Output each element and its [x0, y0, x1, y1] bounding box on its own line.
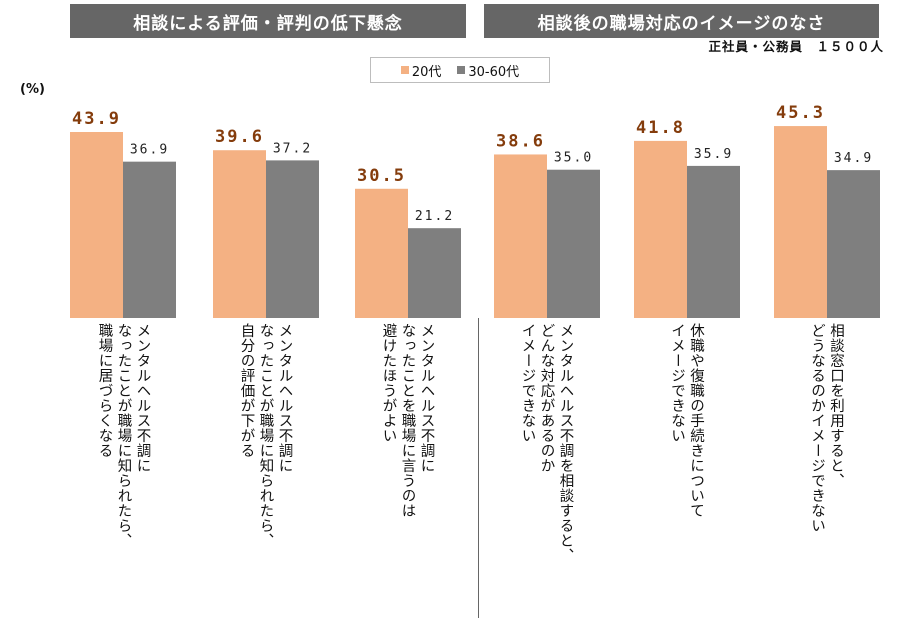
value-label-20s-2: 39.6 — [215, 127, 264, 147]
bar-30-60s-2 — [266, 160, 319, 318]
category-text-3: メンタルヘルス不調に なったことを職場に言うのは 避けたほうがよい — [380, 323, 435, 518]
bar-20s-1 — [70, 132, 123, 318]
value-label-20s-1: 43.9 — [72, 109, 121, 129]
value-label-30-60s-6: 34.9 — [834, 151, 873, 166]
y-unit-label: (%) — [20, 82, 45, 97]
category-label-4: メンタルヘルス不調を相談すると、 どんな対応があるのか イメージできない — [501, 323, 591, 619]
value-label-20s-3: 30.5 — [357, 166, 406, 186]
value-label-30-60s-2: 37.2 — [273, 141, 312, 156]
category-text-6: 相談窓口を利用すると、 どうなるのかイメージできない — [809, 323, 844, 533]
bar-30-60s-6 — [827, 170, 880, 318]
group-divider — [478, 318, 479, 618]
legend: 20代 30-60代 — [370, 57, 550, 83]
bar-30-60s-1 — [123, 161, 176, 318]
bar-30-60s-3 — [408, 228, 461, 318]
legend-swatch-20s — [400, 66, 409, 74]
category-text-1: メンタルヘルス不調に なったことが職場に知られたら、 職場に居づらくなる — [96, 323, 151, 548]
legend-label-20s: 20代 — [411, 64, 442, 80]
category-label-3: メンタルヘルス不調に なったことを職場に言うのは 避けたほうがよい — [362, 323, 452, 619]
bar-30-60s-5 — [687, 165, 740, 318]
bar-20s-2 — [213, 150, 266, 318]
value-label-30-60s-4: 35.0 — [554, 151, 593, 166]
right-group-title: 相談後の職場対応のイメージのなさ — [484, 4, 879, 38]
bar-20s-5 — [634, 140, 687, 318]
legend-item-30-60s: 30-60代 — [457, 61, 519, 80]
category-label-5: 休職や復職の手続きについて イメージできない — [641, 323, 731, 619]
value-label-30-60s-3: 21.2 — [415, 209, 454, 224]
category-label-6: 相談窓口を利用すると、 どうなるのかイメージできない — [781, 323, 871, 619]
bar-30-60s-4 — [547, 169, 600, 318]
bar-20s-4 — [494, 154, 547, 318]
category-label-2: メンタルヘルス不調に なったことが職場に知られたら、 自分の評価が下がる — [220, 323, 310, 619]
legend-item-20s: 20代 — [400, 61, 442, 80]
category-text-5: 休職や復職の手続きについて イメージできない — [669, 323, 704, 518]
bar-20s-6 — [774, 126, 827, 319]
category-label-1: メンタルヘルス不調に なったことが職場に知られたら、 職場に居づらくなる — [78, 323, 168, 619]
value-label-20s-5: 41.8 — [636, 118, 685, 138]
sample-note: 正社員・公務員 １５００人 — [708, 39, 884, 54]
bar-20s-3 — [355, 188, 408, 318]
legend-swatch-30-60s — [457, 66, 466, 74]
value-label-30-60s-5: 35.9 — [694, 147, 733, 162]
category-text-4: メンタルヘルス不調を相談すると、 どんな対応があるのか イメージできない — [519, 323, 574, 563]
value-label-30-60s-1: 36.9 — [130, 143, 169, 158]
left-group-title: 相談による評価・評判の低下懸念 — [70, 4, 466, 38]
value-label-20s-4: 38.6 — [496, 131, 545, 151]
legend-label-30-60s: 30-60代 — [468, 64, 520, 80]
category-text-2: メンタルヘルス不調に なったことが職場に知られたら、 自分の評価が下がる — [238, 323, 293, 548]
value-label-20s-6: 45.3 — [776, 103, 825, 123]
